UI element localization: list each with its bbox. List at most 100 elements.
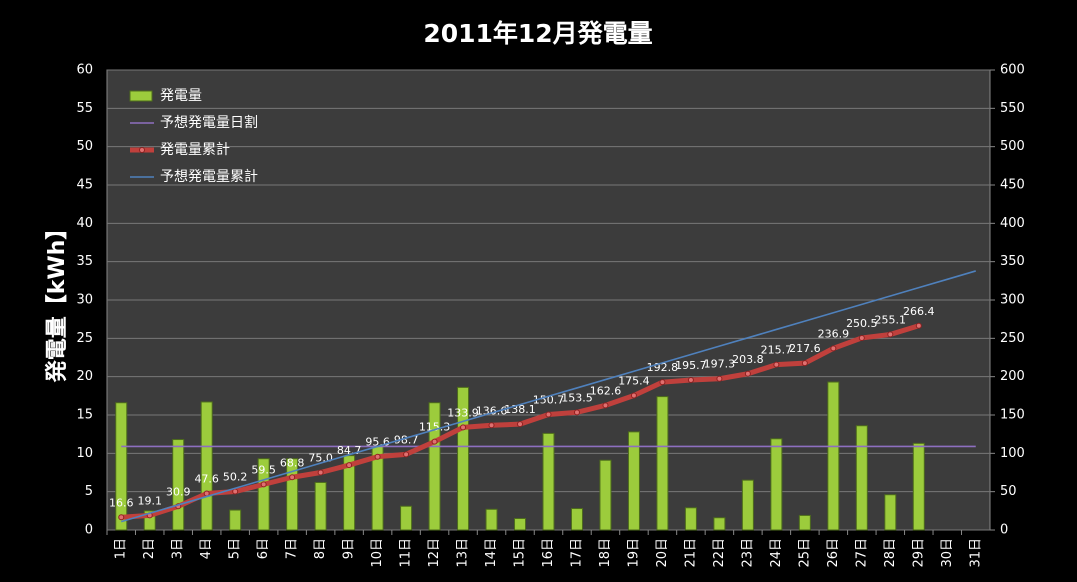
data-label: 217.6: [789, 342, 821, 355]
data-label: 16.6: [109, 496, 134, 509]
marker: [630, 392, 637, 399]
marker: [801, 360, 808, 367]
x-tick-label: 1日: [114, 538, 129, 559]
y-tick-label: 35: [76, 254, 93, 269]
y2-tick-label: 450: [1000, 178, 1025, 193]
x-tick-label: 22日: [712, 538, 727, 568]
y-tick-label: 0: [85, 523, 93, 538]
bar: [741, 479, 754, 531]
x-tick-label: 29日: [911, 538, 926, 568]
marker: [687, 376, 694, 383]
bar: [343, 455, 356, 531]
y2-tick-label: 350: [1000, 254, 1025, 269]
y-tick-label: 30: [76, 293, 93, 308]
x-tick-label: 11日: [399, 538, 414, 568]
data-label: 250.5: [846, 317, 878, 330]
y2-tick-label: 600: [1000, 63, 1025, 78]
bar: [115, 402, 128, 531]
x-tick-label: 17日: [569, 538, 584, 568]
data-label: 47.6: [194, 473, 219, 486]
legend-swatch: [129, 90, 153, 102]
x-tick-label: 19日: [626, 538, 641, 568]
bar: [257, 458, 270, 531]
x-tick-label: 25日: [797, 538, 812, 568]
line: [121, 270, 976, 523]
bar: [599, 459, 612, 531]
data-label: 197.3: [704, 358, 736, 371]
marker: [887, 331, 894, 338]
data-label: 203.8: [732, 353, 764, 366]
bar: [542, 432, 555, 531]
marker: [374, 453, 381, 460]
bar: [770, 438, 783, 531]
marker: [573, 409, 580, 416]
bar: [684, 507, 697, 531]
data-label: 266.4: [903, 305, 935, 318]
legend-label: 予想発電量日割: [160, 114, 258, 131]
x-tick-label: 26日: [826, 538, 841, 568]
bar: [912, 442, 925, 531]
x-tick-label: 10日: [370, 538, 385, 568]
marker: [602, 402, 609, 409]
x-tick-label: 21日: [683, 538, 698, 568]
y2-tick-label: 300: [1000, 293, 1025, 308]
y-tick-label: 10: [76, 446, 93, 461]
data-label: 150.7: [533, 393, 565, 406]
marker: [716, 375, 723, 382]
x-tick-label: 13日: [456, 538, 471, 568]
bar: [798, 514, 811, 531]
marker: [545, 411, 552, 418]
y2-tick-label: 250: [1000, 331, 1025, 346]
x-tick-label: 2日: [142, 538, 157, 559]
data-label: 175.4: [618, 375, 650, 388]
bar: [172, 439, 185, 531]
chart-title: 2011年12月発電量: [423, 19, 652, 48]
data-label: 50.2: [223, 471, 248, 484]
marker: [118, 514, 125, 521]
bar: [457, 386, 470, 531]
bar: [428, 402, 441, 531]
marker: [260, 481, 267, 488]
y-tick-label: 5: [85, 484, 93, 499]
y2-tick-label: 0: [1000, 523, 1008, 538]
bar: [514, 518, 527, 531]
data-label: 115.3: [419, 421, 451, 434]
marker: [830, 345, 837, 352]
bar: [143, 510, 156, 531]
data-label: 195.7: [675, 359, 707, 372]
x-tick-label: 18日: [598, 538, 613, 568]
bar: [855, 425, 868, 531]
x-tick-label: 7日: [285, 538, 300, 559]
bar: [827, 381, 840, 531]
bar: [656, 396, 669, 531]
y-tick-label: 25: [76, 331, 93, 346]
marker: [232, 488, 239, 495]
marker: [858, 334, 865, 341]
legend-marker: [139, 147, 145, 153]
x-tick-label: 20日: [655, 538, 670, 568]
data-label: 153.5: [561, 391, 593, 404]
marker: [744, 370, 751, 377]
legend-label: 発電量累計: [160, 142, 230, 158]
x-tick-label: 28日: [883, 538, 898, 568]
bar: [314, 481, 327, 531]
bar: [884, 494, 897, 531]
bar: [627, 431, 640, 531]
marker: [289, 474, 296, 481]
x-tick-label: 12日: [427, 538, 442, 568]
legend-label: 発電量: [160, 88, 202, 104]
x-tick-label: 5日: [228, 538, 243, 559]
bar: [286, 458, 299, 531]
y-tick-label: 50: [76, 139, 93, 154]
marker: [773, 361, 780, 368]
y2-tick-label: 400: [1000, 216, 1025, 231]
y-tick-label: 20: [76, 369, 93, 384]
bar: [229, 509, 242, 531]
y-tick-label: 15: [76, 408, 93, 423]
marker: [317, 469, 324, 476]
marker: [403, 451, 410, 458]
x-tick-label: 31日: [968, 538, 983, 568]
marker: [346, 462, 353, 469]
x-tick-label: 14日: [484, 538, 499, 568]
